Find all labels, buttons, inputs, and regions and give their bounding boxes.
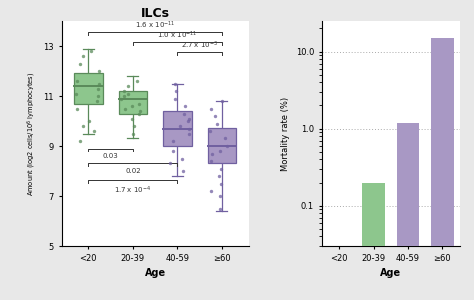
Point (96, 69, 103, 74)
Point (217, 181, 225, 186)
Point (207, 106, 215, 111)
Y-axis label: Amount (log2 cells/10$^{6}$ lymphocytes): Amount (log2 cells/10$^{6}$ lymphocytes) (26, 71, 38, 196)
Point (133, 79, 141, 83)
Point (91, 129, 98, 134)
Point (94, 86, 102, 91)
Point (136, 111, 143, 116)
Point (171, 96, 179, 101)
Point (178, 156, 186, 161)
Bar (362, 182, 385, 300)
Point (217, 166, 225, 171)
Point (87, 49, 95, 53)
Point (185, 131, 192, 136)
Text: 2.7 x 10$^{-3}$: 2.7 x 10$^{-3}$ (181, 40, 218, 51)
Point (170, 139, 177, 143)
Point (207, 159, 214, 164)
Bar (208, 128, 236, 164)
Y-axis label: Mortality rate (%): Mortality rate (%) (281, 96, 290, 171)
Point (120, 94, 128, 98)
Point (185, 116, 192, 121)
Point (166, 161, 173, 166)
Text: 1.6 x 10$^{-11}$: 1.6 x 10$^{-11}$ (135, 20, 175, 31)
Point (185, 126, 193, 131)
Point (129, 131, 137, 136)
Text: 0.03: 0.03 (103, 153, 118, 159)
Title: ILCs: ILCs (141, 7, 170, 20)
Point (184, 118, 192, 123)
Point (137, 109, 144, 113)
Point (130, 124, 138, 128)
Point (213, 121, 221, 126)
Point (215, 174, 223, 178)
Text: 1.7 x 10$^{-4}$: 1.7 x 10$^{-4}$ (114, 184, 151, 196)
Point (207, 129, 214, 134)
Point (219, 99, 226, 103)
Point (216, 206, 224, 211)
Point (95, 94, 102, 98)
Point (79, 54, 87, 58)
Point (128, 103, 136, 108)
Point (182, 103, 189, 108)
Point (216, 194, 224, 198)
Point (73, 79, 81, 83)
Bar (118, 91, 147, 113)
Bar (163, 111, 191, 146)
Point (208, 151, 216, 156)
Point (93, 99, 100, 103)
Point (216, 148, 224, 153)
Bar (328, 290, 350, 300)
Point (179, 169, 187, 173)
Point (124, 91, 131, 96)
Point (176, 124, 184, 128)
Point (73, 91, 80, 96)
Point (221, 136, 229, 141)
Point (120, 88, 128, 93)
Point (136, 101, 143, 106)
Point (211, 114, 219, 118)
X-axis label: Age: Age (380, 268, 401, 278)
X-axis label: Age: Age (145, 268, 165, 278)
Point (169, 148, 177, 153)
Point (79, 124, 86, 128)
Point (171, 81, 179, 86)
Text: 1.0 x 10$^{-11}$: 1.0 x 10$^{-11}$ (157, 30, 198, 41)
Point (76, 139, 84, 143)
Bar (397, 123, 419, 300)
Point (121, 106, 128, 111)
Point (76, 61, 83, 66)
Point (124, 84, 132, 88)
Bar (74, 74, 102, 104)
Bar (431, 38, 454, 300)
Point (85, 118, 93, 123)
Point (173, 88, 180, 93)
Point (180, 111, 188, 116)
Point (118, 96, 125, 101)
Point (95, 81, 103, 86)
Point (128, 116, 136, 121)
Text: 0.02: 0.02 (125, 168, 141, 174)
Point (73, 106, 81, 111)
Point (207, 189, 215, 194)
Point (224, 144, 231, 148)
